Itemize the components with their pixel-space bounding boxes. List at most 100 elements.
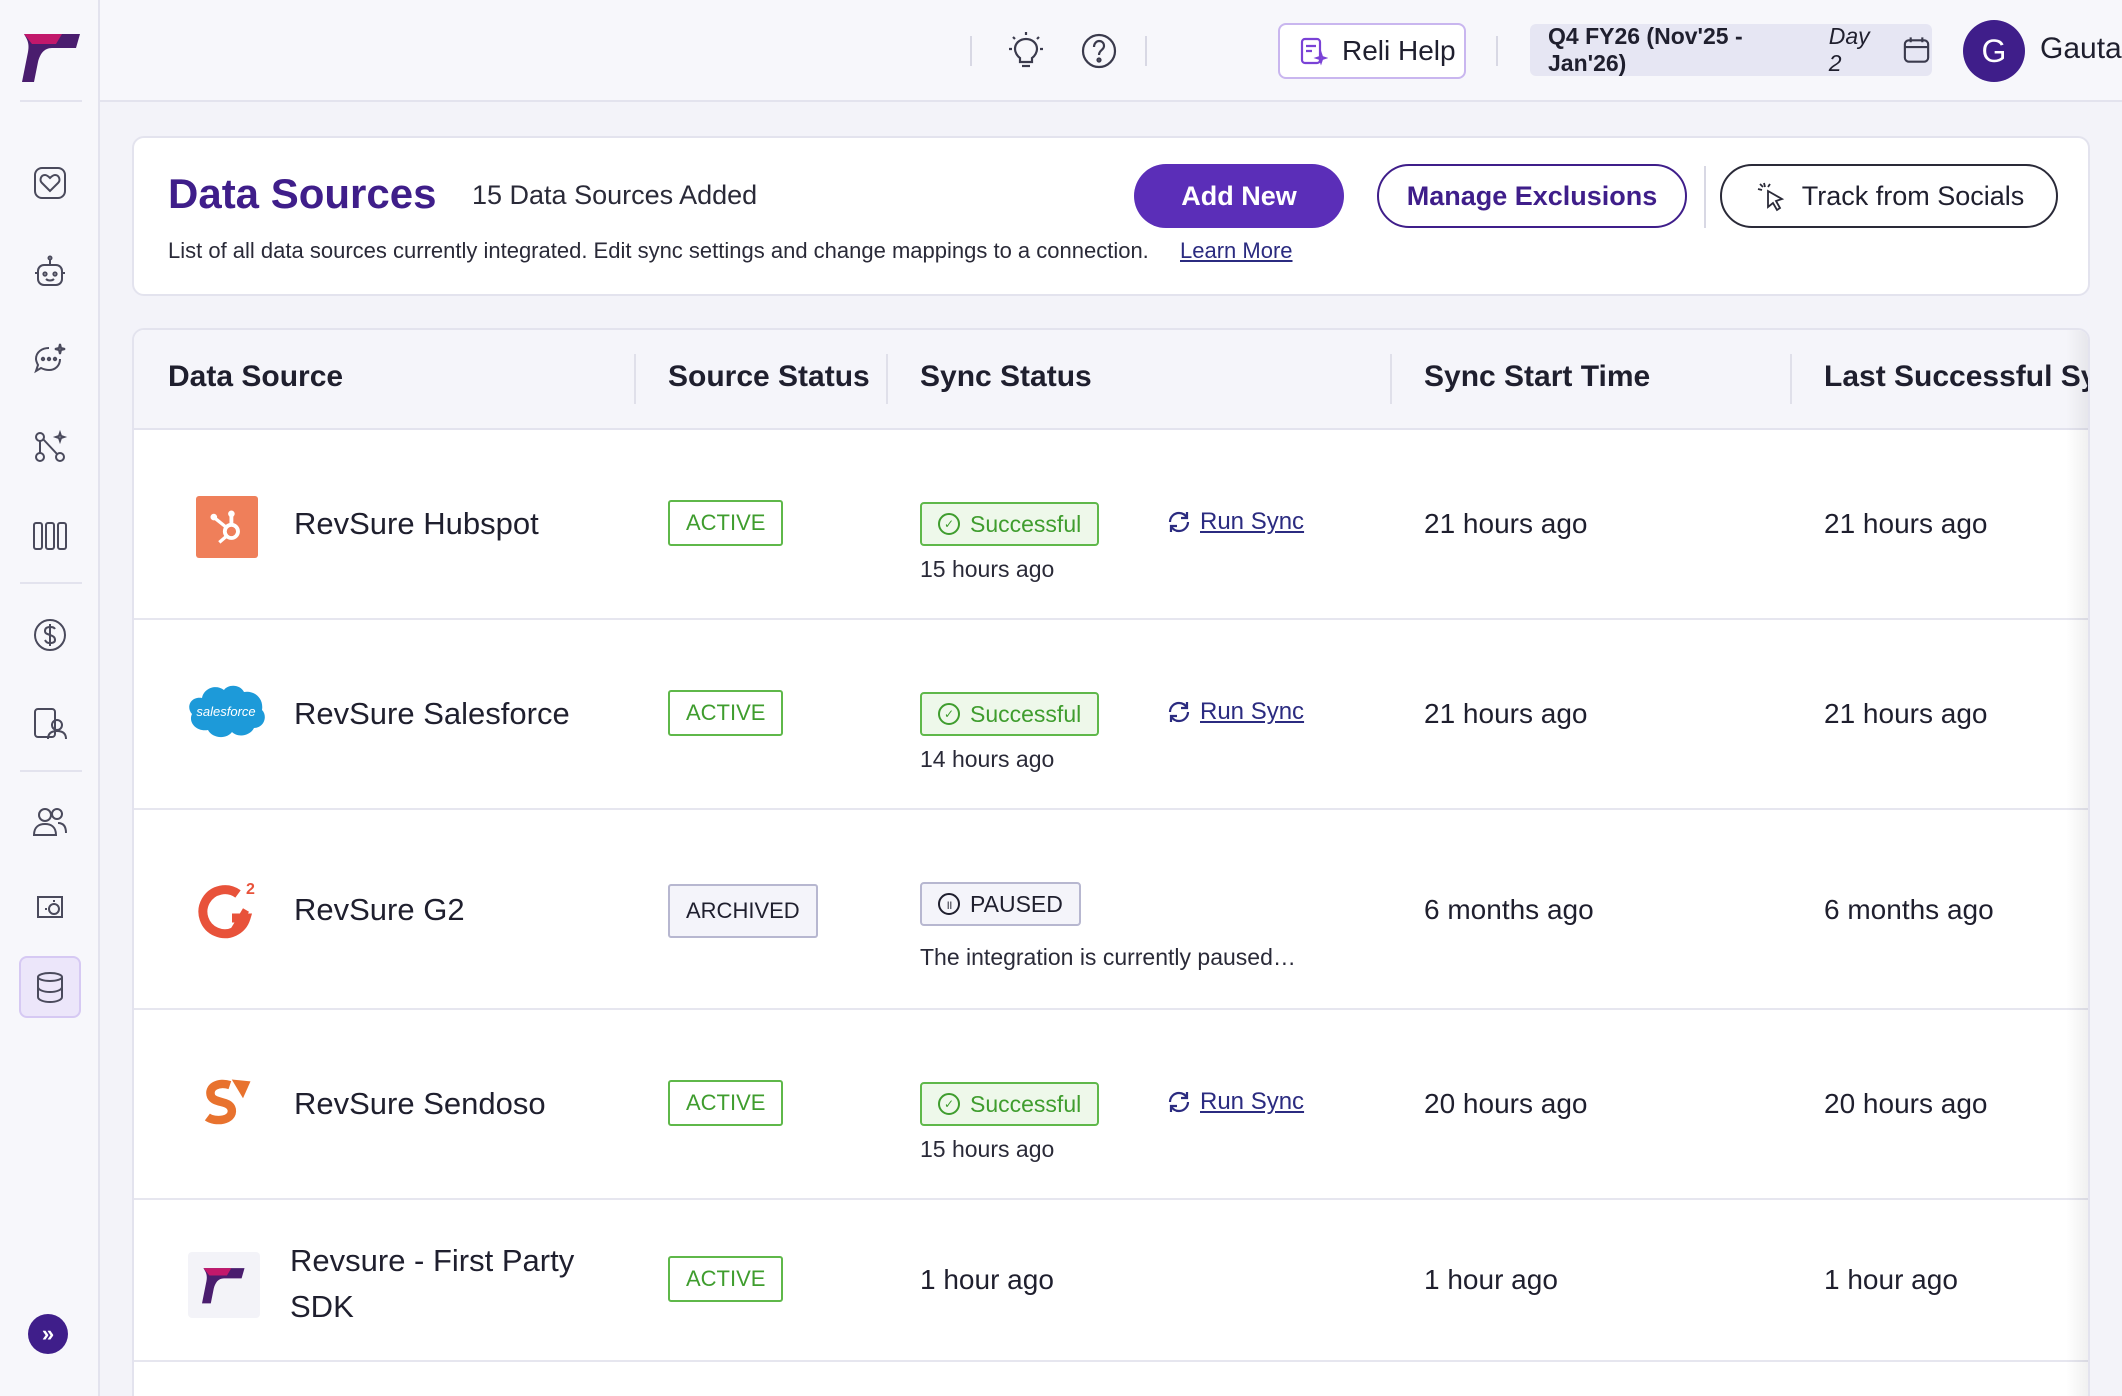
- status-badge: ARCHIVED: [668, 884, 818, 938]
- status-badge: ACTIVE: [668, 690, 784, 736]
- last-successful-sync: 21 hours ago: [1824, 698, 1988, 729]
- dollar-icon: [34, 619, 66, 651]
- data-source-name[interactable]: Revsure - First Party SDK: [290, 1238, 574, 1330]
- column-header-data-source[interactable]: Data Source: [168, 360, 344, 393]
- table-row[interactable]: RevSure Sendoso ACTIVE ✓ Successful 15 h…: [134, 1010, 2088, 1200]
- refresh-icon: [1168, 701, 1190, 723]
- run-sync-link[interactable]: Run Sync: [1166, 698, 1304, 726]
- pointer-click-icon: [1757, 182, 1784, 212]
- sync-start-time: 1 hour ago: [1424, 1264, 1558, 1295]
- last-successful-sync: 6 months ago: [1824, 894, 1994, 925]
- column-header-sync-status[interactable]: Sync Status: [920, 360, 1092, 393]
- column-header-last-successful-sync[interactable]: Last Successful Syn: [1824, 360, 2090, 393]
- topbar-divider: [970, 36, 972, 66]
- table-row[interactable]: Revsure - First Party SDK ACTIVE 1 hour …: [134, 1200, 2088, 1362]
- topbar-divider: [1496, 36, 1498, 66]
- last-successful-sync: 20 hours ago: [1824, 1088, 1988, 1119]
- run-sync-label: Run Sync: [1200, 1088, 1305, 1115]
- sync-start-time: 21 hours ago: [1424, 508, 1588, 539]
- sidebar-item-boards[interactable]: [19, 504, 81, 566]
- run-sync-link[interactable]: Run Sync: [1166, 508, 1304, 536]
- column-header-source-status[interactable]: Source Status: [668, 360, 870, 393]
- fiscal-period-label: Q4 FY26 (Nov'25 - Jan'26): [1548, 23, 1743, 76]
- data-sources-table: Data Source Source Status Sync Status Sy…: [132, 328, 2090, 1396]
- revsure-logo[interactable]: [22, 30, 82, 84]
- sidebar-item-chat[interactable]: [19, 328, 81, 390]
- run-sync-label: Run Sync: [1200, 508, 1305, 535]
- settings-icon: [37, 896, 63, 918]
- page-subtitle: List of all data sources currently integ…: [168, 238, 1149, 263]
- sync-start-time: 21 hours ago: [1424, 698, 1588, 729]
- salesforce-logo: salesforce: [182, 676, 272, 742]
- data-source-name[interactable]: RevSure Sendoso: [294, 1086, 546, 1121]
- sync-time-ago: 14 hours ago: [920, 746, 1055, 772]
- revsure-logo: [188, 1252, 260, 1318]
- sendoso-logo: [196, 1070, 260, 1134]
- last-successful-sync: 1 hour ago: [1824, 1264, 1958, 1295]
- lightbulb-icon[interactable]: [1003, 28, 1049, 74]
- data-source-name[interactable]: RevSure Salesforce: [294, 696, 570, 731]
- hubspot-logo: [196, 496, 258, 558]
- sidebar-item-settings[interactable]: [19, 876, 81, 938]
- run-sync-link[interactable]: Run Sync: [1166, 1088, 1304, 1116]
- sidebar-item-revenue[interactable]: [19, 604, 81, 666]
- sidebar-item-favorites[interactable]: [19, 152, 81, 214]
- fiscal-period-selector[interactable]: Q4 FY26 (Nov'25 - Jan'26) Day 2: [1530, 23, 1932, 76]
- page-title: Data Sources: [168, 170, 437, 217]
- expand-sidebar-button[interactable]: »: [28, 1314, 68, 1354]
- sync-start-time: 20 hours ago: [1424, 1088, 1588, 1119]
- run-sync-label: Run Sync: [1200, 698, 1305, 725]
- sync-time-ago: 15 hours ago: [920, 556, 1055, 582]
- sidebar-item-accounts[interactable]: [19, 692, 81, 754]
- reli-help-icon: [1300, 37, 1328, 66]
- table-row[interactable]: salesforce RevSure Salesforce ACTIVE ✓ S…: [134, 620, 2088, 810]
- column-divider[interactable]: [886, 354, 888, 404]
- header-divider: [1704, 166, 1706, 228]
- table-row[interactable]: RevSure Hubspot ACTIVE ✓ Successful 15 h…: [134, 430, 2088, 620]
- top-bar: Reli Help Q4 FY26 (Nov'25 - Jan'26) Day …: [100, 0, 2122, 102]
- sidebar-item-bot[interactable]: [19, 242, 81, 304]
- g2-logo: 2: [194, 874, 260, 940]
- track-from-socials-label: Track from Socials: [1801, 180, 2025, 211]
- data-source-name[interactable]: RevSure Hubspot: [294, 506, 539, 541]
- sidebar-item-flows[interactable]: [19, 416, 81, 478]
- sidebar-item-data-sources[interactable]: [19, 956, 81, 1018]
- column-divider[interactable]: [634, 354, 636, 404]
- reli-help-label: Reli Help: [1342, 35, 1456, 66]
- column-divider[interactable]: [1390, 354, 1392, 404]
- calendar-icon: [1903, 37, 1930, 63]
- sidebar-divider: [20, 582, 82, 584]
- table-header: Data Source Source Status Sync Status Sy…: [134, 330, 2088, 430]
- learn-more-link[interactable]: Learn More: [1180, 238, 1293, 263]
- chat-sparkle-icon: [34, 343, 66, 374]
- page-header: Data Sources 15 Data Sources Added List …: [132, 136, 2090, 296]
- column-header-sync-start-time[interactable]: Sync Start Time: [1424, 360, 1651, 393]
- avatar[interactable]: G: [1963, 20, 2025, 82]
- svg-text:2: 2: [246, 881, 255, 898]
- scroll-shadow: [2066, 330, 2088, 1396]
- check-circle-icon: ✓: [938, 513, 960, 535]
- table-row[interactable]: 2 RevSure G2 ARCHIVED ॥ PAUSED The integ…: [134, 810, 2088, 1010]
- sync-status-label: Successful: [970, 510, 1082, 537]
- manage-exclusions-button[interactable]: Manage Exclusions: [1377, 164, 1687, 228]
- track-from-socials-button[interactable]: Track from Socials: [1720, 164, 2058, 228]
- sidebar-divider: [20, 100, 82, 102]
- status-badge: ACTIVE: [668, 1256, 784, 1302]
- last-successful-sync: 21 hours ago: [1824, 508, 1988, 539]
- data-sources-count: 15 Data Sources Added: [472, 180, 758, 210]
- help-icon[interactable]: [1076, 28, 1122, 74]
- column-divider[interactable]: [1790, 354, 1792, 404]
- sidebar-item-people[interactable]: [19, 790, 81, 852]
- sidebar: »: [0, 0, 100, 1396]
- user-name[interactable]: Gautam: [2040, 32, 2122, 65]
- reli-help-button[interactable]: Reli Help: [1278, 23, 1466, 79]
- add-new-button[interactable]: Add New: [1134, 164, 1344, 228]
- accounts-icon: [34, 708, 67, 740]
- check-circle-icon: ✓: [938, 1093, 960, 1115]
- heart-icon: [34, 167, 66, 199]
- sidebar-divider: [20, 770, 82, 772]
- paused-message: The integration is currently paused…: [920, 944, 1296, 970]
- sync-status-label: Successful: [970, 1090, 1082, 1117]
- data-source-name[interactable]: RevSure G2: [294, 892, 465, 927]
- database-icon: [37, 972, 63, 1004]
